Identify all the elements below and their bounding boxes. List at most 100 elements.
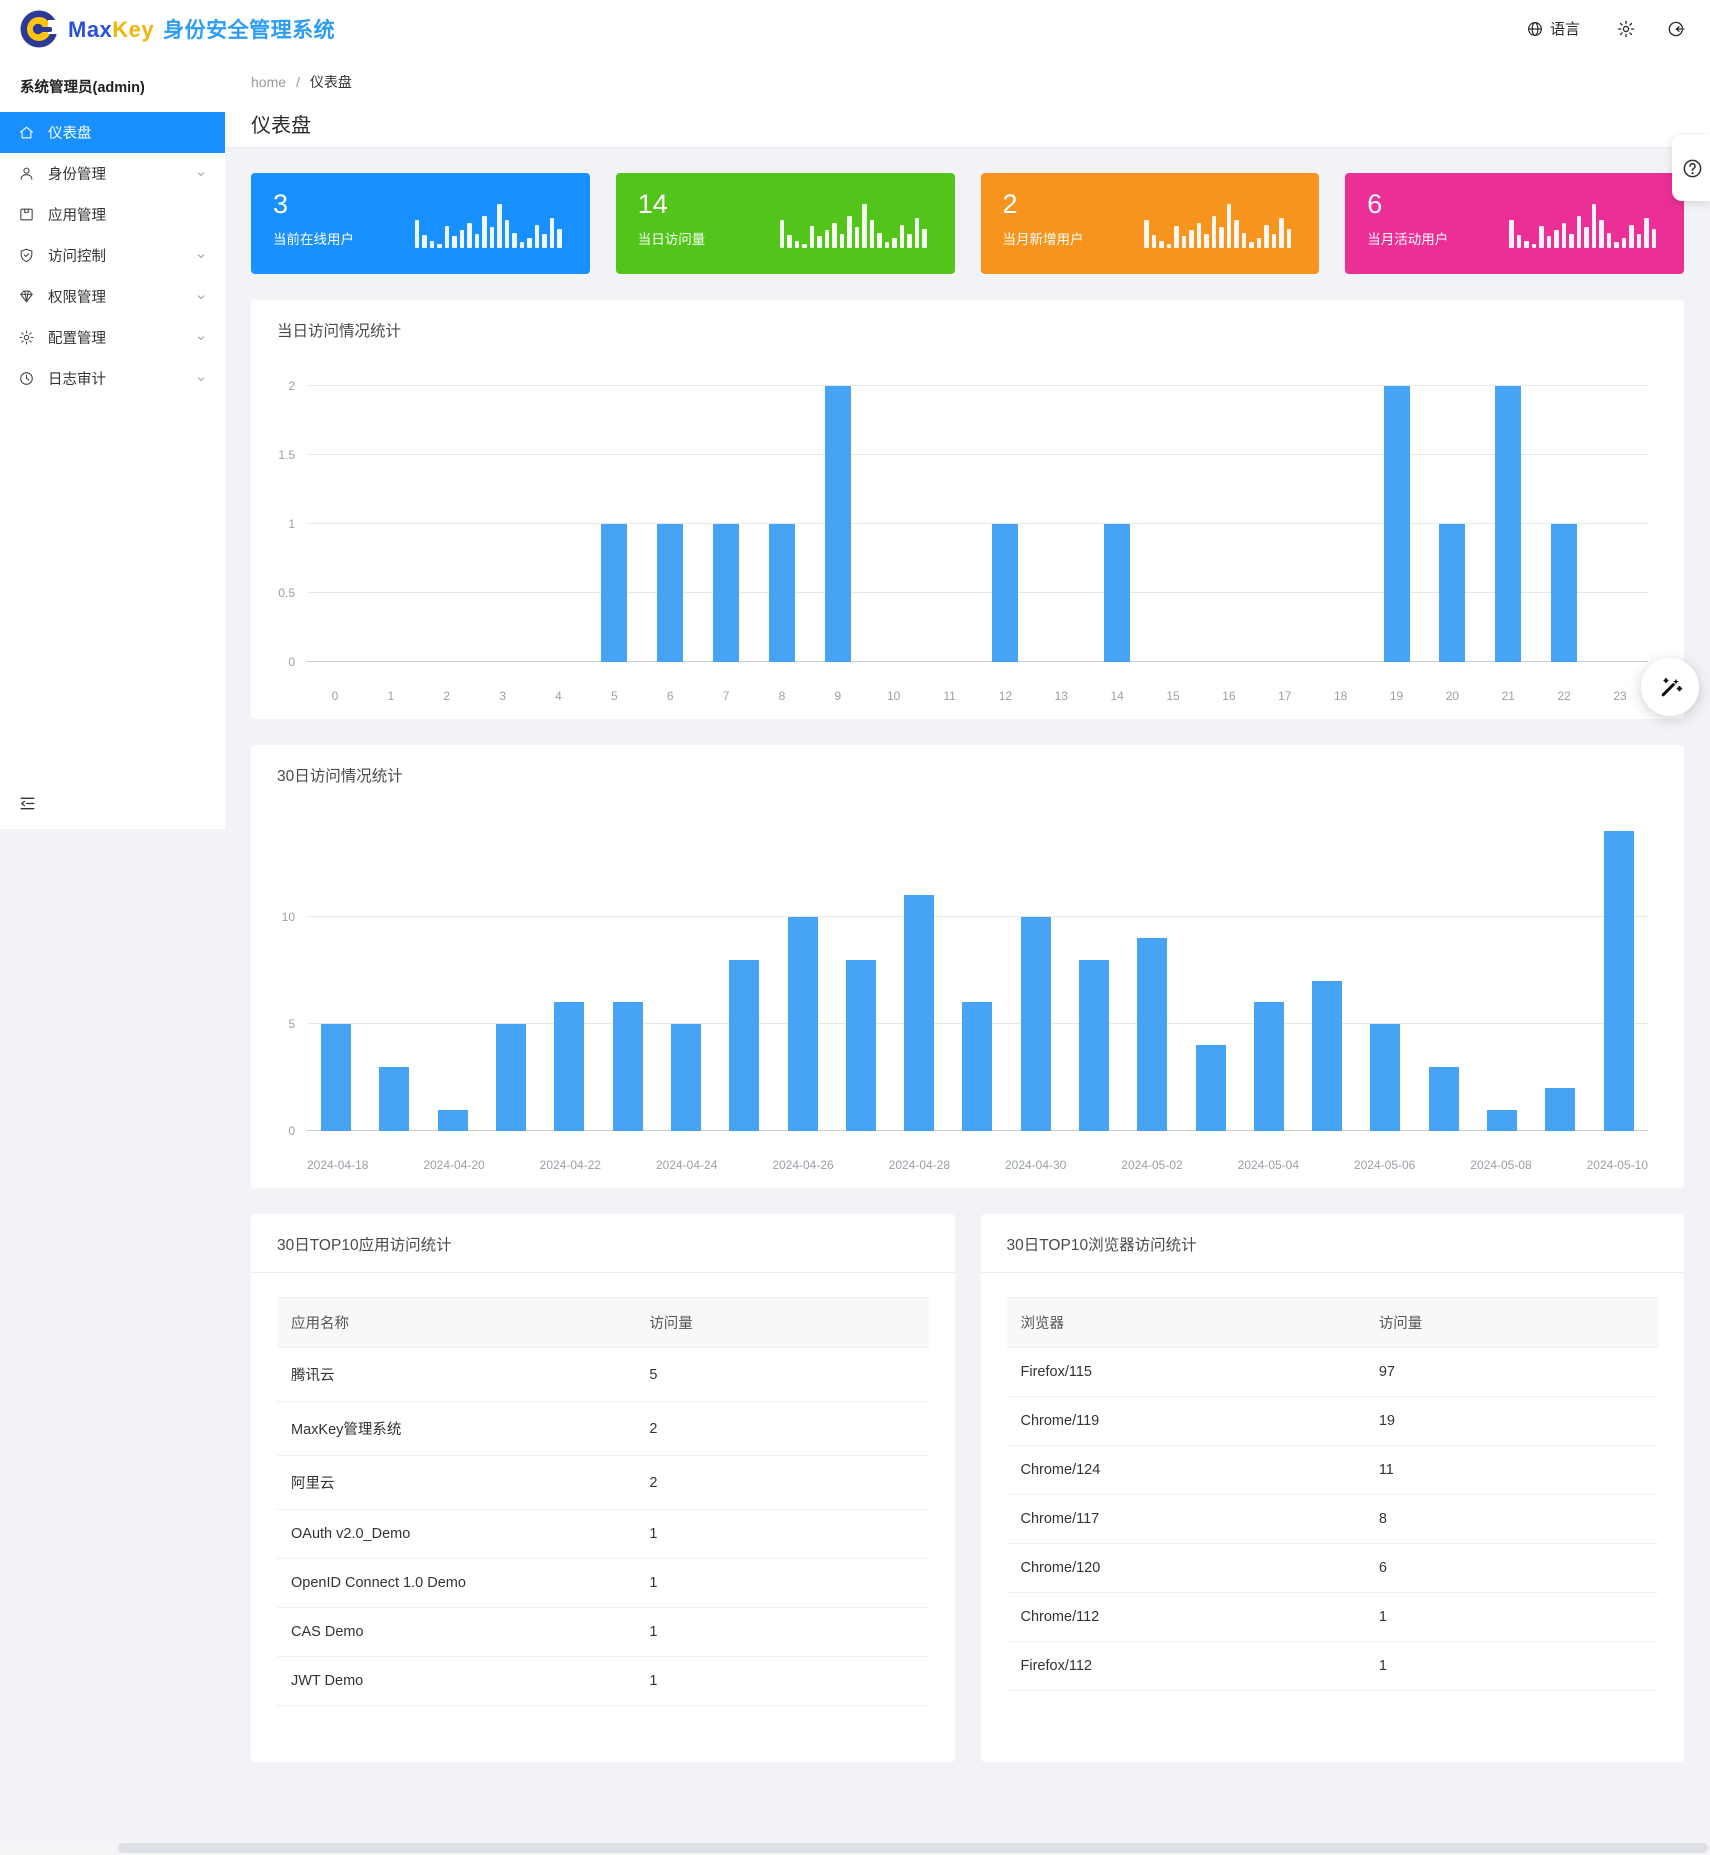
bar (1383, 386, 1410, 662)
bar (1312, 981, 1343, 1131)
stat-card-label: 当日访问量 (637, 232, 706, 248)
stat-card-label: 当前在线用户 (273, 232, 354, 248)
table-cell: OAuth v2.0_Demo (277, 1509, 636, 1559)
bar (437, 1109, 468, 1131)
bar (601, 524, 628, 662)
sidebar-item-1[interactable]: 身份管理 (0, 153, 225, 194)
table-cell: 19 (1364, 1396, 1658, 1446)
x-tick-label: 1 (387, 689, 395, 703)
sidebar-item-label: 配置管理 (48, 331, 106, 347)
bar (1370, 1023, 1401, 1131)
apps-icon (18, 206, 35, 223)
x-tick-label: 2024-04-30 (1004, 1158, 1067, 1172)
table-cell: 1 (1364, 1641, 1658, 1691)
sidebar-item-2[interactable]: 应用管理 (0, 194, 225, 235)
column-header: 访问量 (635, 1297, 929, 1348)
sidebar: 系统管理员(admin) 仪表盘身份管理应用管理访问控制权限管理配置管理日志审计 (0, 57, 225, 829)
sidebar-item-label: 身份管理 (48, 167, 106, 183)
table-row: Firefox/115 97 (1006, 1347, 1658, 1397)
sidebar-item-6[interactable]: 日志审计 (0, 358, 225, 399)
table-cell: 2 (635, 1455, 929, 1510)
globe-icon (1526, 20, 1544, 38)
tables-row: 30日TOP10应用访问统计 应用名称 访问量 腾讯云 5 MaxKey管理系统 2 阿里云… (251, 1214, 1684, 1762)
sidebar-item-label: 仪表盘 (48, 126, 92, 142)
x-tick-label (717, 1158, 772, 1172)
stat-card-value: 2 (1002, 189, 1018, 219)
bar (1079, 959, 1109, 1131)
top-apps-panel: 30日TOP10应用访问统计 应用名称 访问量 腾讯云 5 MaxKey管理系统 2 阿里云… (251, 1214, 955, 1762)
x-tick-label: 15 (1166, 689, 1180, 703)
horizontal-scrollbar[interactable] (0, 1841, 1710, 1855)
x-tick-label: 2024-04-22 (539, 1158, 602, 1172)
bar (992, 524, 1019, 662)
breadcrumb-current: 仪表盘 (309, 74, 352, 90)
sparkline-graphic (779, 200, 927, 248)
sidebar-item-4[interactable]: 权限管理 (0, 276, 225, 317)
logout-button[interactable] (1666, 19, 1686, 39)
top-browsers-panel: 30日TOP10浏览器访问统计 浏览器 访问量 Firefox/115 97 Chrom… (980, 1214, 1684, 1762)
bar (1487, 1109, 1518, 1131)
settings-button[interactable] (1616, 19, 1636, 39)
table-row: Chrome/112 1 (1006, 1592, 1658, 1642)
bar (1551, 524, 1578, 662)
sidebar-item-label: 应用管理 (48, 208, 106, 224)
brand-name: MaxKey 身份安全管理系统 (68, 14, 335, 44)
current-user-label: 系统管理员(admin) (20, 80, 145, 96)
breadcrumb: home / 仪表盘 (251, 72, 1684, 92)
chevron-down-icon (195, 291, 207, 303)
y-axis-labels: 0 0.5 1 1.5 2 (278, 379, 295, 669)
table-cell: Chrome/119 (1006, 1396, 1365, 1446)
brand: MaxKey 身份安全管理系统 (18, 8, 335, 50)
table-cell: 1 (635, 1558, 929, 1608)
table-row: Firefox/112 1 (1006, 1641, 1658, 1691)
bar (612, 1002, 643, 1131)
column-header: 应用名称 (277, 1297, 636, 1348)
x-tick-label (368, 1158, 423, 1172)
permission-icon (18, 288, 35, 305)
bar (1495, 386, 1522, 662)
help-button[interactable] (1672, 135, 1710, 201)
sidebar-item-3[interactable]: 访问控制 (0, 235, 225, 276)
table-cell: 8 (1364, 1494, 1658, 1544)
table-row: CAS Demo 1 (277, 1607, 929, 1657)
bar (1195, 1045, 1226, 1131)
bar (496, 1023, 527, 1131)
x-tick-label: 0 (331, 689, 339, 703)
bar (554, 1002, 585, 1131)
identity-icon (18, 165, 35, 182)
chevron-down-icon (195, 332, 207, 344)
table-cell: 97 (1364, 1347, 1658, 1397)
column-header: 访问量 (1364, 1297, 1658, 1348)
scrollbar-thumb[interactable] (118, 1843, 1708, 1853)
table-cell: Chrome/124 (1006, 1445, 1365, 1495)
hourly-chart: 0 0.5 1 1.5 2 (251, 358, 1684, 680)
brand-max: Max (68, 16, 113, 42)
stat-card-2: 2 当月新增用户 (980, 173, 1320, 274)
sidebar-item-label: 访问控制 (48, 249, 106, 265)
table-row: JWT Demo 1 (277, 1656, 929, 1706)
audit-icon (18, 370, 35, 387)
header-actions: 语言 (1526, 18, 1686, 39)
table-cell: 2 (635, 1401, 929, 1456)
table-row: Chrome/117 8 (1006, 1494, 1658, 1544)
language-selector[interactable]: 语言 (1526, 18, 1586, 39)
sparkline-graphic (1144, 200, 1292, 248)
breadcrumb-separator: / (296, 74, 300, 90)
stat-card-label: 当月新增用户 (1002, 232, 1084, 248)
bar (1104, 524, 1131, 662)
stat-card-1: 14 当日访问量 (615, 173, 955, 274)
sidebar-item-5[interactable]: 配置管理 (0, 317, 225, 358)
magic-wand-button[interactable] (1641, 658, 1699, 716)
bar (379, 1066, 410, 1131)
breadcrumb-home-link[interactable]: home (251, 74, 287, 90)
bar (962, 1002, 993, 1131)
table-row: Chrome/119 19 (1006, 1396, 1658, 1446)
sidebar-collapse-button[interactable] (18, 794, 37, 813)
language-label: 语言 (1549, 21, 1580, 38)
x-tick-label: 18 (1334, 689, 1348, 703)
panel-title: 30日访问情况统计 (277, 768, 403, 785)
table-cell: 6 (1364, 1543, 1658, 1593)
sidebar-menu: 仪表盘身份管理应用管理访问控制权限管理配置管理日志审计 (0, 112, 225, 399)
x-tick-label (1299, 1158, 1354, 1172)
sidebar-item-0[interactable]: 仪表盘 (0, 112, 225, 153)
